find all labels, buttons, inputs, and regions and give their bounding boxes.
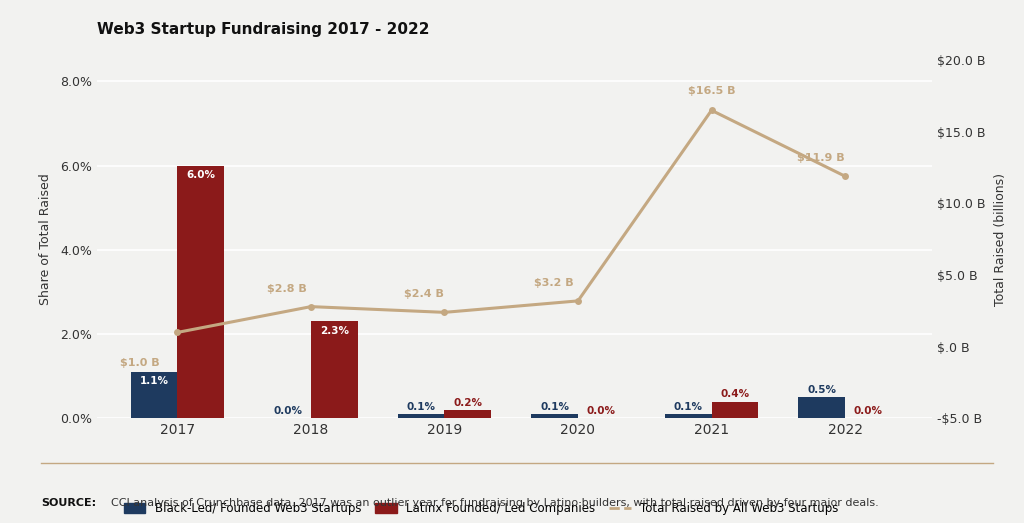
Text: 6.0%: 6.0% [186, 170, 215, 180]
Text: 0.5%: 0.5% [807, 385, 837, 395]
Text: $16.5 B: $16.5 B [688, 86, 735, 96]
Bar [311, 322, 357, 418]
Bar [712, 402, 758, 418]
Text: 1.1%: 1.1% [139, 376, 169, 386]
Text: Web3 Startup Fundraising 2017 - 2022: Web3 Startup Fundraising 2017 - 2022 [97, 22, 430, 37]
Legend: Black-Led/ Founded Web3 Startups, Latinx Founded/ Led Companies, Total Raised by: Black-Led/ Founded Web3 Startups, Latinx… [119, 497, 843, 520]
Y-axis label: Total Raised (billions): Total Raised (billions) [993, 173, 1007, 306]
Bar [444, 410, 492, 418]
Bar [799, 397, 845, 418]
Bar [131, 372, 177, 418]
Text: SOURCE:: SOURCE: [41, 498, 96, 508]
Text: CCI analysis of Crunchbase data. 2017 was an outlier year for fundraising by Lat: CCI analysis of Crunchbase data. 2017 wa… [104, 498, 880, 508]
Text: 0.0%: 0.0% [587, 406, 615, 416]
Text: 0.1%: 0.1% [674, 402, 702, 412]
Text: 0.0%: 0.0% [273, 406, 302, 416]
Text: $11.9 B: $11.9 B [798, 153, 845, 163]
Text: 0.1%: 0.1% [407, 402, 435, 412]
Text: 0.4%: 0.4% [720, 390, 750, 400]
Text: 2.3%: 2.3% [319, 326, 349, 336]
Bar [177, 165, 224, 418]
Text: 0.1%: 0.1% [540, 402, 569, 412]
Text: $3.2 B: $3.2 B [535, 278, 573, 288]
Text: 0.0%: 0.0% [854, 406, 883, 416]
Bar [397, 414, 444, 418]
Text: $1.0 B: $1.0 B [120, 358, 160, 368]
Y-axis label: Share of Total Raised: Share of Total Raised [39, 174, 52, 305]
Bar [531, 414, 578, 418]
Text: 0.2%: 0.2% [454, 398, 482, 408]
Bar [665, 414, 712, 418]
Text: $2.4 B: $2.4 B [404, 289, 444, 300]
Text: $2.8 B: $2.8 B [267, 283, 307, 294]
